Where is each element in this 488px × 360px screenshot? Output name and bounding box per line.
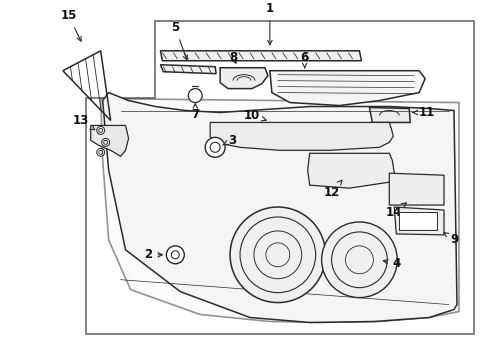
Polygon shape (101, 99, 458, 323)
Text: 2: 2 (144, 248, 162, 261)
Text: 9: 9 (443, 233, 457, 246)
Circle shape (205, 138, 224, 157)
Polygon shape (160, 65, 216, 74)
Polygon shape (368, 108, 409, 122)
Polygon shape (393, 207, 443, 235)
Text: 11: 11 (412, 106, 434, 119)
Text: 10: 10 (244, 109, 265, 122)
Polygon shape (91, 125, 128, 156)
Polygon shape (160, 51, 361, 61)
Text: 1: 1 (265, 3, 273, 45)
Text: 5: 5 (171, 21, 187, 60)
Polygon shape (102, 93, 456, 323)
Bar (398, 212, 436, 230)
Text: 7: 7 (191, 104, 199, 121)
Polygon shape (269, 71, 424, 105)
Text: 6: 6 (300, 51, 308, 68)
Text: 8: 8 (228, 51, 237, 64)
Text: 13: 13 (72, 114, 95, 130)
Circle shape (188, 89, 202, 103)
Circle shape (321, 222, 396, 298)
Text: 12: 12 (323, 180, 341, 199)
Text: 3: 3 (222, 134, 236, 147)
Text: 4: 4 (383, 257, 400, 270)
Polygon shape (388, 173, 443, 205)
Text: 14: 14 (386, 203, 406, 219)
Text: 15: 15 (61, 9, 81, 41)
Circle shape (166, 246, 184, 264)
Circle shape (229, 207, 325, 302)
Polygon shape (210, 122, 392, 150)
Polygon shape (307, 153, 393, 188)
Polygon shape (220, 68, 267, 89)
